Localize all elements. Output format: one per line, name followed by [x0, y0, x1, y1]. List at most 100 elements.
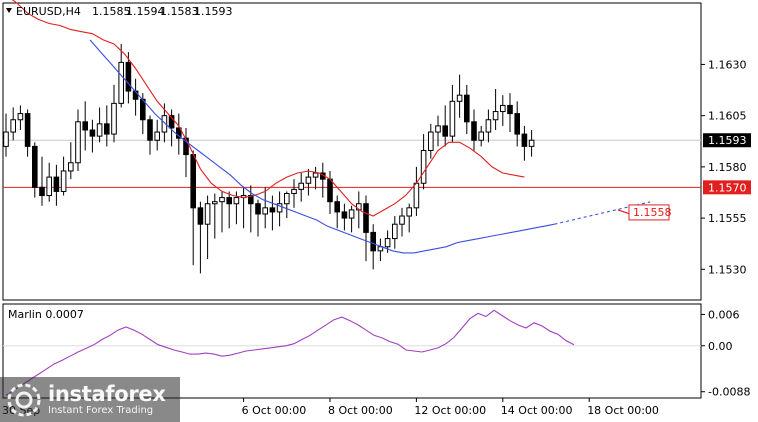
- target-label: 1.1558: [633, 206, 672, 219]
- projection-line: [554, 201, 651, 225]
- candle-body: [161, 115, 168, 133]
- time-axis-label: 6 Oct 00:00: [242, 404, 307, 417]
- candle-body: [82, 121, 89, 131]
- price-axis-label: 1.1530: [708, 263, 747, 276]
- oscillator-axis-label: 0.00: [708, 340, 733, 353]
- candle-body: [370, 231, 376, 252]
- candle-body: [514, 113, 521, 135]
- candle-body: [492, 111, 499, 121]
- candle-body: [147, 119, 153, 141]
- dropdown-arrow-icon: [6, 8, 12, 13]
- candle-body: [204, 203, 211, 225]
- candle-body: [255, 203, 261, 215]
- ohlc-value: 1.1585: [92, 5, 131, 18]
- candle-body: [284, 192, 290, 205]
- target-box: [628, 204, 670, 221]
- candle-body: [32, 145, 38, 188]
- candle-body: [60, 170, 67, 192]
- candle-body: [154, 131, 160, 141]
- oscillator-axis-label: 0.006: [708, 308, 740, 321]
- candle-body: [507, 104, 513, 115]
- instaforex-logo: instaforex Instant Forex Trading: [0, 377, 180, 422]
- time-axis-label: 12 Oct 00:00: [414, 404, 486, 417]
- candle-body: [334, 201, 340, 213]
- candle-body: [442, 125, 448, 137]
- candle-body: [233, 197, 240, 205]
- candle-body: [118, 61, 125, 104]
- time-axis-label: 14 Oct 00:00: [501, 404, 573, 417]
- candle-body: [478, 131, 484, 141]
- candle-body: [17, 113, 24, 121]
- candle-body: [341, 211, 348, 219]
- candle-body: [528, 139, 535, 147]
- candle-body: [406, 207, 412, 217]
- candle-body: [276, 203, 283, 213]
- time-axis-label: 8 Oct 00:00: [328, 404, 393, 417]
- current-price-tag: [703, 133, 751, 148]
- candle-body: [312, 172, 319, 178]
- candle-body: [3, 131, 9, 147]
- candle-body: [248, 195, 254, 205]
- candle-body: [176, 127, 182, 139]
- target-pointer: [617, 209, 631, 215]
- price-axis-label: 1.1555: [708, 212, 747, 225]
- candle-body: [24, 113, 31, 147]
- price-axis-label: 1.1580: [708, 161, 747, 174]
- price-panel-frame: [2, 2, 702, 301]
- candle-body: [219, 197, 225, 203]
- candle-body: [68, 162, 74, 172]
- oscillator-axis-label: -0.0088: [708, 386, 750, 399]
- candle-body: [269, 207, 276, 213]
- oscillator-line: [5, 309, 575, 396]
- candle-body: [291, 188, 297, 194]
- candle-body: [197, 207, 204, 225]
- candle-body: [485, 119, 492, 133]
- candle-body: [190, 154, 196, 209]
- candle-body: [327, 178, 333, 203]
- candle-body: [464, 94, 470, 123]
- candle-body: [399, 215, 405, 225]
- candle-body: [53, 176, 60, 192]
- candle-body: [392, 223, 398, 240]
- candle-body: [420, 149, 427, 184]
- support-level-label: 1.1570: [708, 181, 747, 194]
- candle-body: [111, 102, 117, 135]
- price-axis-label: 1.1605: [708, 110, 747, 123]
- instaforex-mark-icon: [7, 383, 41, 416]
- ohlc-value: 1.1594: [126, 5, 165, 18]
- candle-body: [435, 125, 441, 133]
- candle-body: [384, 238, 391, 248]
- candle-body: [298, 182, 304, 190]
- logo-tagline: Instant Forex Trading: [48, 404, 154, 416]
- candle-body: [10, 119, 16, 133]
- candle-body: [212, 201, 218, 205]
- moving-average-fast-line: [11, 0, 525, 217]
- candle-body: [168, 115, 175, 129]
- candle-body: [456, 94, 463, 102]
- symbol-title: EURUSD,H4: [16, 5, 81, 18]
- candle-body: [363, 203, 369, 233]
- candle-body: [104, 123, 110, 135]
- support-level-tag: [703, 180, 751, 195]
- candle-body: [75, 121, 81, 164]
- candle-body: [521, 133, 528, 147]
- candle-body: [89, 129, 96, 137]
- candle-body: [428, 131, 434, 151]
- candle-body: [96, 123, 103, 137]
- price-axis-label: 1.1630: [708, 58, 747, 71]
- candle-body: [305, 176, 312, 184]
- current-price-label: 1.1593: [708, 134, 747, 147]
- candle-body: [413, 182, 420, 209]
- candle-body: [125, 61, 132, 92]
- oscillator-title: Marlin 0.0007: [8, 308, 84, 321]
- logo-name: instaforex: [48, 381, 166, 406]
- candle-body: [471, 121, 477, 141]
- candle-body: [348, 209, 355, 219]
- ohlc-value: 1.1583: [160, 5, 199, 18]
- candle-body: [449, 100, 456, 137]
- ohlc-value: 1.1593: [194, 5, 233, 18]
- moving-average-slow-line: [89, 39, 555, 254]
- candle-body: [226, 197, 232, 205]
- candle-body: [262, 207, 268, 215]
